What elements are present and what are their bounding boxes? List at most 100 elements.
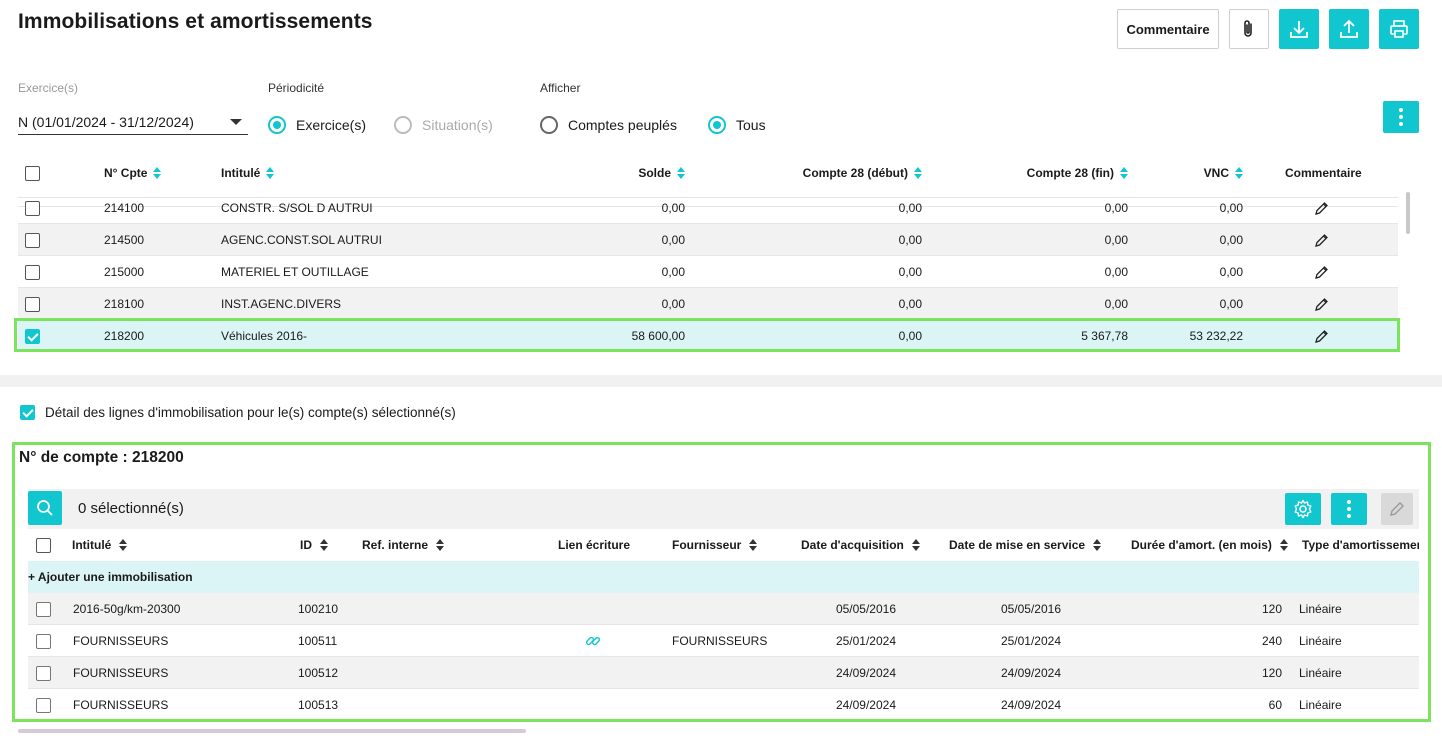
dcol-acq[interactable]: Date d'acquisition [801,529,920,561]
table-row[interactable]: 218100 INST.AGENC.DIVERS 0,00 0,00 0,00 0,00 [18,288,1398,320]
print-button[interactable] [1379,9,1419,49]
cell-type: Linéaire [1299,634,1342,648]
detail-select-all-checkbox[interactable] [36,537,51,553]
col-c28-debut[interactable]: Compte 28 (début) [803,158,922,188]
detail-checkbox[interactable] [20,405,35,420]
cell-link[interactable] [584,625,602,657]
table-row[interactable]: 215000 MATERIEL ET OUTILLAGE 0,00 0,00 0,00 0… [18,256,1398,288]
cell-num: 218100 [104,297,145,311]
search-button[interactable] [28,491,62,525]
cell-c28-fin: 0,00 [1104,265,1128,279]
cell-duration: 240 [1261,634,1282,648]
col-solde[interactable]: Solde [638,158,685,188]
exercise-select[interactable]: N (01/01/2024 - 31/12/2024) [18,109,248,135]
list-item[interactable]: FOURNISSEURS 100512 24/09/2024 24/09/2024 12… [28,657,1419,689]
row-checkbox[interactable] [36,633,51,649]
cell-id: 100513 [298,698,339,712]
list-item[interactable]: FOURNISSEURS 100513 24/09/2024 24/09/2024 60… [28,689,1419,717]
cell-label: Véhicules 2016- [221,329,308,343]
cell-label: MATERIEL ET OUTILLAGE [221,265,369,279]
cell-vnc: 0,00 [1219,297,1243,311]
row-checkbox[interactable] [36,665,51,681]
radio-situation-label: Situation(s) [422,117,493,133]
dcol-type[interactable]: Type d'amortissemer [1302,538,1419,552]
comment-button[interactable]: Commentaire [1117,9,1219,49]
list-item[interactable]: FOURNISSEURS 100511 FOURNISSEURS 25/01/2024… [28,625,1419,657]
edit-comment-button[interactable] [1314,256,1330,288]
table-row[interactable] [18,199,1398,207]
pencil-icon [1315,234,1328,247]
upload-button[interactable] [1329,9,1369,49]
detail-table: Intitulé ID Ref. interne Lien écriture F… [28,529,1419,717]
download-button[interactable] [1279,9,1319,49]
table-row[interactable]: 218200 Véhicules 2016- 58 600,00 0,00 5 367,… [18,320,1398,352]
edit-comment-button[interactable] [1314,288,1330,320]
exercise-value: N (01/01/2024 - 31/12/2024) [18,113,194,130]
cell-acq: 24/09/2024 [835,698,896,712]
cell-type: Linéaire [1299,666,1342,680]
row-checkbox[interactable] [36,601,51,617]
row-checkbox[interactable] [25,264,40,280]
detail-toggle[interactable]: Détail des lignes d'immobilisation pour … [20,405,456,420]
radio-situation[interactable]: Situation(s) [394,116,493,134]
vertical-scrollbar[interactable] [1406,192,1410,234]
cell-duration: 120 [1261,666,1282,680]
sort-icon [266,167,275,179]
col-label[interactable]: Intitulé [221,158,275,188]
radio-exercise[interactable]: Exercice(s) [268,116,366,134]
edit-comment-button[interactable] [1314,192,1330,224]
add-asset-label: + Ajouter une immobilisation [28,570,193,584]
cell-service: 24/09/2024 [1000,698,1061,712]
cell-solde: 0,00 [661,297,685,311]
radio-all[interactable]: Tous [708,116,766,134]
select-all-checkbox[interactable] [25,165,40,181]
radio-populated-label: Comptes peuplés [568,117,677,133]
section-divider [0,375,1442,387]
table-row[interactable]: 214100 CONSTR. S/SOL D AUTRUI 0,00 0,00 0,00… [18,192,1398,224]
dcol-service[interactable]: Date de mise en service [949,529,1102,561]
table-row[interactable]: 214500 AGENC.CONST.SOL AUTRUI 0,00 0,00 0,00… [18,224,1398,256]
dcol-ref[interactable]: Ref. interne [362,529,445,561]
sort-icon [119,539,128,551]
cell-c28-debut: 0,00 [898,233,922,247]
cell-num: 214100 [104,201,145,215]
dcol-supplier[interactable]: Fournisseur [672,529,758,561]
add-asset-row[interactable]: + Ajouter une immobilisation [28,561,1419,593]
col-c28-fin[interactable]: Compte 28 (fin) [1027,158,1128,188]
cell-solde: 0,00 [661,265,685,279]
list-item[interactable]: 2016-50g/km-20300 100210 05/05/2016 05/05/2… [28,593,1419,625]
sort-icon [320,539,328,551]
radio-selected-icon [268,116,286,134]
row-checkbox[interactable] [36,697,51,713]
paperclip-icon [1244,20,1252,37]
edit-button[interactable] [1381,493,1413,525]
radio-exercise-label: Exercice(s) [296,117,367,133]
edit-comment-button[interactable] [1314,320,1330,352]
row-checkbox[interactable] [25,232,40,248]
cell-duration: 120 [1261,602,1282,616]
detail-more-button[interactable] [1331,493,1367,525]
cell-type: Linéaire [1299,602,1342,616]
col-num[interactable]: N° Cpte [104,158,162,188]
dcol-id[interactable]: ID [300,529,328,561]
col-vnc[interactable]: VNC [1204,158,1243,188]
cell-label: FOURNISSEURS [73,634,169,648]
selected-count: 0 sélectionné(s) [78,500,184,517]
edit-comment-button[interactable] [1314,224,1330,256]
radio-populated[interactable]: Comptes peuplés [540,116,677,134]
row-checkbox[interactable] [25,200,40,216]
attach-button[interactable] [1229,9,1269,49]
row-checkbox[interactable] [25,296,40,312]
cell-c28-debut: 0,00 [898,329,922,343]
radio-all-label: Tous [736,117,766,133]
settings-button[interactable] [1285,493,1321,525]
search-icon [37,500,53,516]
dcol-label[interactable]: Intitulé [72,529,128,561]
top-actions: Commentaire [1117,9,1419,49]
row-checkbox[interactable] [25,328,40,344]
horizontal-scrollbar[interactable] [18,729,526,733]
dcol-link: Lien écriture [558,538,631,552]
dcol-duration[interactable]: Durée d'amort. (en mois) [1131,529,1288,561]
more-options-button[interactable] [1383,101,1419,133]
cell-acq: 05/05/2016 [835,602,896,616]
